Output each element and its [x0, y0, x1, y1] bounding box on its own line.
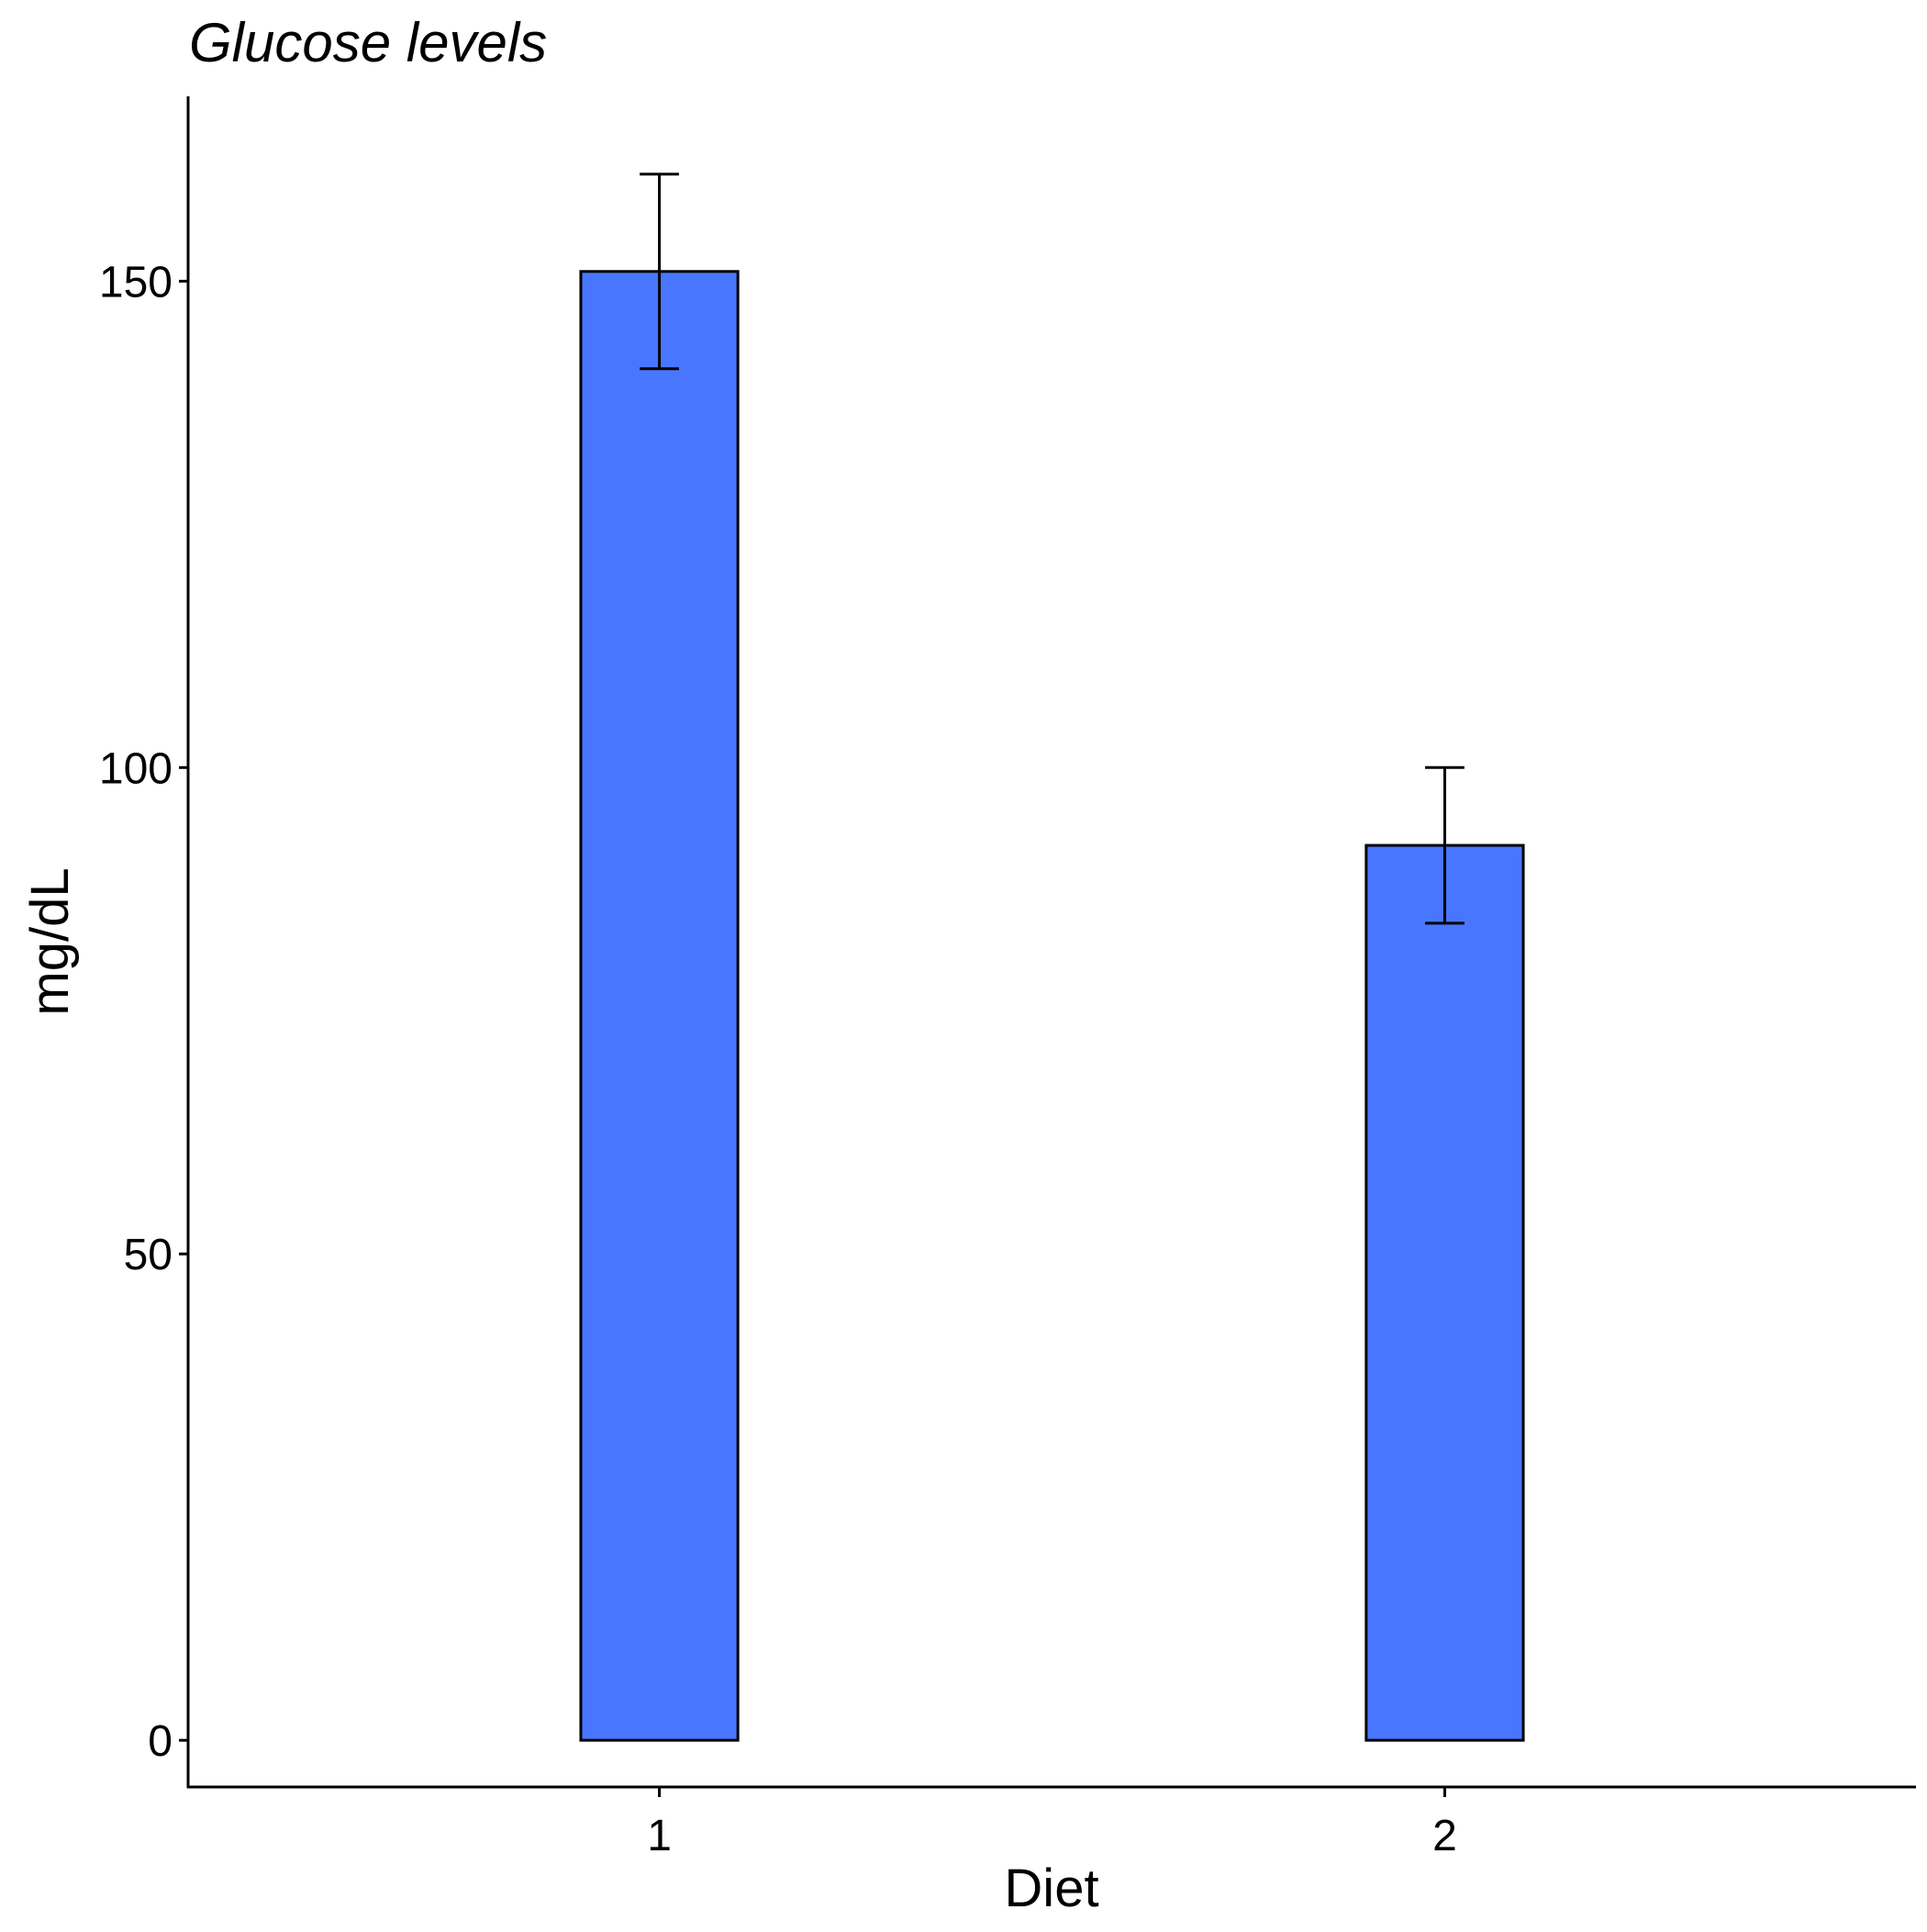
bars: [579, 270, 1525, 1742]
y-tick-label: 150: [99, 258, 173, 307]
bar-diet-2: [1364, 843, 1525, 1742]
y-tick-label: 0: [148, 1717, 173, 1766]
x-tick-label: 2: [1432, 1812, 1457, 1860]
error-bar-diet-2: [1425, 765, 1465, 925]
chart-title: Glucose levels: [189, 12, 547, 73]
x-axis-title: Diet: [1004, 1859, 1098, 1918]
error-bars: [640, 173, 1465, 925]
y-tick-label: 100: [99, 744, 173, 793]
x-tick-label: 1: [647, 1812, 672, 1860]
error-bar-diet-1: [640, 173, 679, 371]
y-axis-title: mg/dL: [20, 867, 80, 1015]
y-tick-label: 50: [124, 1231, 173, 1279]
y-ticks: 0 50 100 150: [99, 258, 188, 1766]
bar-diet-1: [579, 270, 740, 1742]
